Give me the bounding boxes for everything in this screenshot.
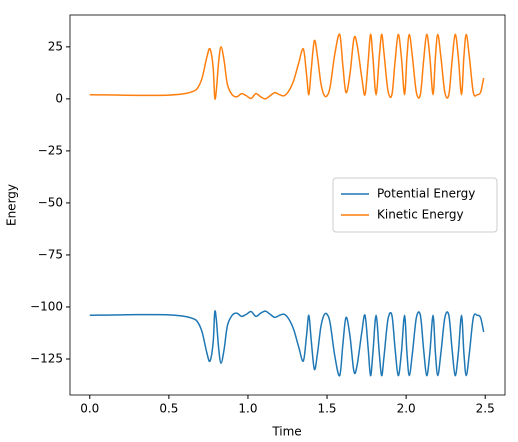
legend-label: Kinetic Energy: [377, 208, 464, 222]
series-line: [89, 33, 485, 100]
legend-box: [332, 177, 498, 233]
plot-frame: [69, 14, 506, 396]
y-tick-label: 0: [55, 91, 63, 105]
y-tick-label: −100: [30, 299, 63, 313]
y-tick-label: −25: [38, 143, 63, 157]
legend-label: Potential Energy: [377, 187, 475, 201]
y-axis-label: Energy: [5, 184, 19, 226]
x-tick-label: 1.0: [238, 402, 257, 416]
series-line: [89, 310, 485, 377]
x-tick-label: 2.0: [397, 402, 416, 416]
y-tick-label: −75: [38, 247, 63, 261]
y-tick-label: −125: [30, 351, 63, 365]
y-tick-label: −50: [38, 195, 63, 209]
x-tick-label: 1.5: [317, 402, 336, 416]
x-tick-label: 2.5: [476, 402, 495, 416]
y-tick-label: 25: [48, 39, 63, 53]
legend: Potential Energy Kinetic Energy: [332, 177, 498, 233]
x-tick-label: 0.0: [80, 402, 99, 416]
x-tick-label: 0.5: [159, 402, 178, 416]
x-axis-label: Time: [271, 425, 301, 439]
